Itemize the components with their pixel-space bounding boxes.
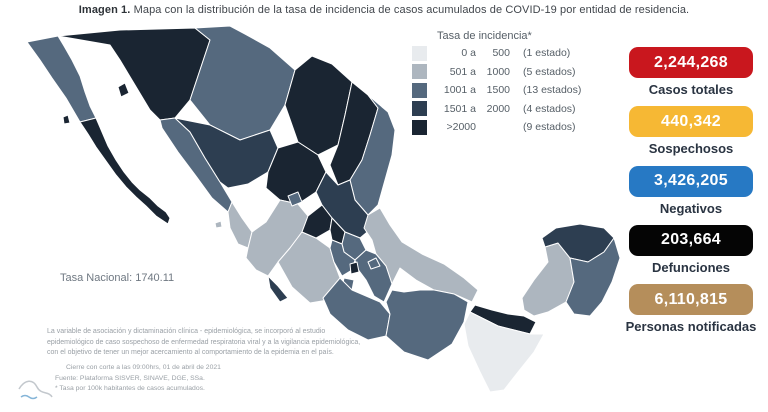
legend-swatch-0-500 [412, 45, 427, 61]
legend-range-hi: 1500 [486, 84, 510, 96]
state-oaxaca [385, 289, 469, 361]
legend-range-hi: 1000 [486, 65, 510, 78]
state-nayarit [227, 201, 253, 249]
legend-item: >2000 (9 estados) [412, 119, 630, 135]
legend-range-lo: 1501 a [443, 102, 476, 115]
state-quintana-roo [565, 237, 621, 317]
state-cdmx [349, 261, 360, 275]
legend-range-lo: >2000 [446, 121, 477, 133]
title-text: Mapa con la distribución de la tasa de i… [130, 4, 690, 16]
stat-label-negatives: Negativos [659, 200, 723, 216]
state-mexico [329, 239, 356, 277]
title-figure-number: Imagen 1. [78, 4, 131, 16]
mexico-choropleth-map [5, 25, 630, 412]
legend-swatch-1001-1500 [412, 82, 427, 98]
legend-range-lo: 1001 a [443, 84, 476, 96]
page-title: Imagen 1. Mapa con la distribución de la… [0, 4, 768, 16]
stat-total-cases: 2,244,268 Casos totales [620, 47, 762, 97]
legend-swatch-1501-2000 [412, 101, 427, 116]
legend-state-count: (4 estados) [523, 102, 576, 115]
legend-item: 1001 a 1500 (13 estados) [412, 82, 630, 98]
state-chiapas [463, 311, 545, 393]
decorative-wave [20, 394, 38, 400]
stat-badge-suspected: 440,342 [629, 106, 753, 138]
stat-badge-negatives: 3,426,205 [629, 165, 753, 197]
state-aguascalientes [287, 191, 303, 207]
state-zacatecas [265, 141, 327, 205]
state-baja-california [26, 35, 97, 123]
legend-swatch-over-2000 [412, 119, 427, 135]
stat-label-total-cases: Casos totales [648, 82, 734, 97]
state-san-luis-potosi [315, 171, 373, 239]
island-tiburon [117, 82, 130, 98]
legend-state-count: (13 estados) [523, 84, 582, 96]
stat-notified: 6,110,815 Personas notificadas [620, 284, 762, 334]
legend-range-lo: 0 a [461, 47, 476, 59]
stat-deaths: 203,664 Defunciones [620, 224, 762, 275]
legend-state-count: (1 estado) [523, 47, 571, 59]
stat-label-suspected: Sospechosos [648, 141, 734, 157]
footnote-closure-line: Cierre con corte a las 09:00hrs, 01 de a… [66, 364, 221, 371]
footnote-paragraph: La variable de asociación y dictaminació… [47, 328, 361, 356]
legend-title: Tasa de incidencia* [437, 30, 532, 42]
stat-label-deaths: Defunciones [651, 259, 730, 275]
map-svg [18, 25, 621, 400]
footnote-source-block: Cierre con corte a las 09:00hrs, 01 de a… [55, 363, 221, 395]
stat-badge-deaths: 203,664 [629, 224, 753, 256]
stat-suspected: 440,342 Sospechosos [620, 106, 762, 156]
national-rate-label: Tasa Nacional: 1740.11 [60, 272, 175, 284]
stats-column: 2,244,268 Casos totales 440,342 Sospecho… [620, 47, 762, 343]
stat-label-notified: Personas notificadas [625, 319, 757, 335]
stat-badge-total-cases: 2,244,268 [629, 47, 753, 78]
footnote-rate-line: * Tasa por 100k habitantes de casos acum… [55, 385, 205, 393]
legend-range-lo: 501 a [449, 65, 476, 78]
state-tlaxcala [367, 257, 381, 270]
island-cedros [62, 114, 71, 125]
legend-range-hi: 2000 [486, 102, 510, 115]
legend-item: 1501 a 2000 (4 estados) [412, 101, 630, 116]
incidence-legend: Tasa de incidencia* 0 a 500 (1 estado) 5… [412, 30, 630, 135]
legend-swatch-501-1000 [412, 64, 427, 79]
state-durango [174, 117, 279, 189]
state-colima [267, 275, 289, 303]
island-marias [214, 220, 223, 229]
legend-state-count: (9 estados) [523, 121, 576, 133]
state-baja-california-sur [79, 117, 171, 225]
legend-item: 501 a 1000 (5 estados) [412, 64, 630, 79]
stat-negatives: 3,426,205 Negativos [620, 165, 762, 216]
legend-range-hi: 500 [492, 47, 510, 59]
stat-badge-notified: 6,110,815 [629, 284, 753, 316]
legend-state-count: (5 estados) [523, 65, 576, 78]
decorative-sketch [18, 380, 53, 398]
footnote-source-line: Fuente: Plataforma SISVER, SINAVE, DGE, … [55, 374, 205, 382]
legend-item: 0 a 500 (1 estado) [412, 45, 630, 61]
